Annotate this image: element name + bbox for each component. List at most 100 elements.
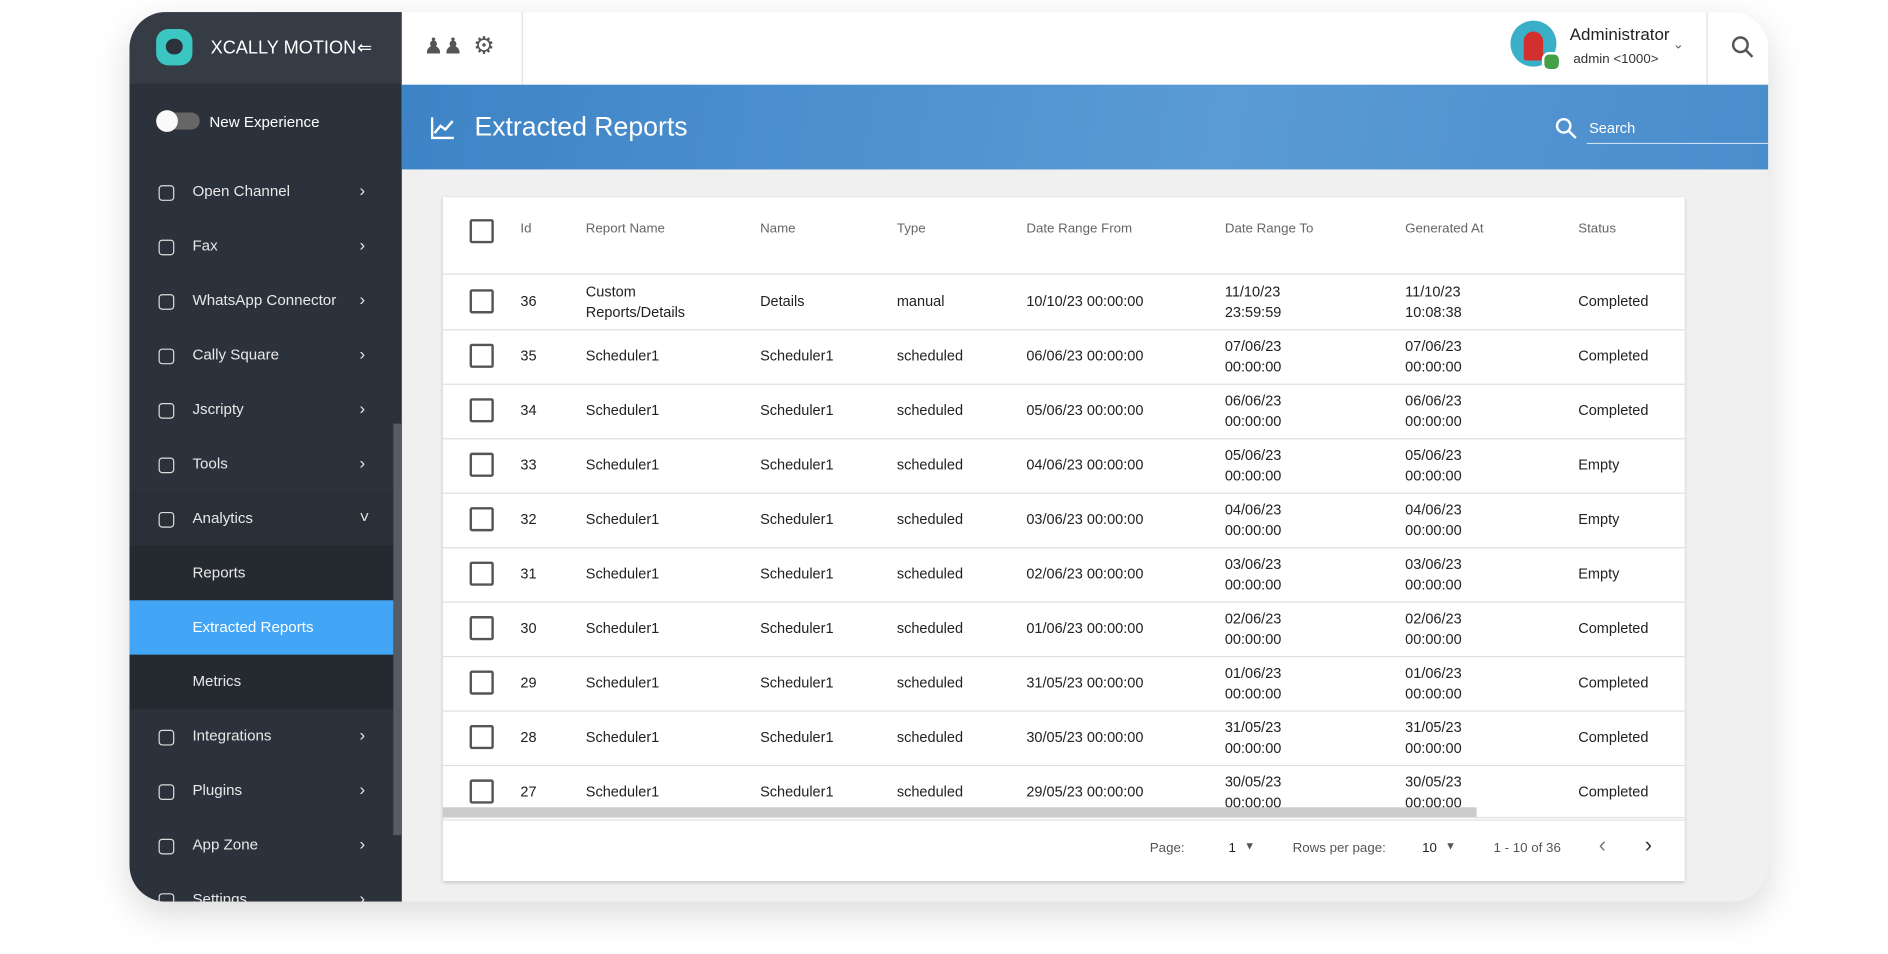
search-icon[interactable] <box>1731 35 1755 59</box>
cell: 02/06/23 00:00:00 <box>1405 602 1490 656</box>
menu-label: Integrations <box>192 727 272 745</box>
cell-text: 06/06/23 00:00:00 <box>1026 347 1144 365</box>
table-row: 34 Scheduler1 Scheduler1 scheduled 05/06/23 … <box>442 384 1685 440</box>
cell-text: Scheduler1 <box>760 456 834 474</box>
chevron: › <box>359 779 366 799</box>
cell-text: 28 <box>520 728 537 746</box>
table-row: 35 Scheduler1 Scheduler1 scheduled 06/06/23 … <box>442 329 1685 385</box>
cell: 05/06/23 00:00:00 <box>1026 384 1208 438</box>
next-page[interactable]: › <box>1644 832 1653 857</box>
cell: 31/05/23 00:00:00 <box>1225 710 1310 764</box>
cell-text: 05/06/23 00:00:00 <box>1026 401 1144 419</box>
cell: 30/05/23 00:00:00 <box>1405 765 1490 819</box>
submenu-item[interactable]: Extracted Reports <box>129 600 394 655</box>
search-icon <box>1555 118 1577 139</box>
menu-item[interactable]: Open Channel › <box>130 165 394 219</box>
row-checkbox[interactable] <box>469 507 494 532</box>
cell-text: 30/05/23 00:00:00 <box>1405 772 1462 811</box>
row-checkbox[interactable] <box>469 616 494 641</box>
submenu-label: Metrics <box>192 672 242 690</box>
cell-text: Empty <box>1578 565 1620 583</box>
brand: XCALLY MOTION <box>210 37 357 59</box>
column-header: Date Range To <box>1224 221 1314 237</box>
cell: 01/06/23 00:00:00 <box>1026 602 1208 656</box>
row-checkbox[interactable] <box>469 670 494 695</box>
cell: Completed <box>1578 710 1675 764</box>
menu-label: Fax <box>192 237 218 255</box>
row-checkbox[interactable] <box>469 289 494 314</box>
settings-icon[interactable]: ⚙ <box>473 32 495 60</box>
chevron: › <box>359 833 366 854</box>
cell-text: Completed <box>1578 674 1649 692</box>
window: XCALLY MOTION ⇐ New Experience Open Chan… <box>129 12 1769 902</box>
search-input[interactable]: Search <box>1586 109 1769 145</box>
column-header: Date Range From <box>1026 221 1133 237</box>
cell: Scheduler1 <box>760 765 881 819</box>
submenu-item[interactable]: Metrics <box>129 654 394 710</box>
chevron: › <box>359 343 366 364</box>
submenu-item[interactable]: Reports <box>129 545 394 601</box>
cell: Scheduler1 <box>586 710 719 764</box>
cell: 05/06/23 00:00:00 <box>1405 438 1490 492</box>
menu-item[interactable]: App Zone › <box>130 818 394 872</box>
cell-text: 03/06/23 00:00:00 <box>1224 554 1282 593</box>
menu-item[interactable]: Jscripty › <box>130 382 394 436</box>
cell: Scheduler1 <box>586 656 719 710</box>
submenu-label: Extracted Reports <box>192 618 314 636</box>
cell: Scheduler1 <box>586 602 719 656</box>
menu-item[interactable]: Cally Square › <box>130 328 394 382</box>
row-checkbox[interactable] <box>469 561 494 586</box>
cell: scheduled <box>897 493 1018 547</box>
cell-text: 05/06/23 00:00:00 <box>1405 445 1462 484</box>
menu-item[interactable]: Tools › <box>130 437 394 491</box>
cell: 03/06/23 00:00:00 <box>1405 547 1490 601</box>
column-header: Generated At <box>1405 221 1484 237</box>
cell-text: Scheduler1 <box>760 510 834 528</box>
row-checkbox[interactable] <box>469 398 494 423</box>
row-checkbox[interactable] <box>469 343 494 368</box>
cell-text: 30/05/23 00:00:00 <box>1224 772 1282 811</box>
chevron: › <box>359 888 366 902</box>
row-checkbox[interactable] <box>469 724 494 750</box>
cell: Custom Reports/Details <box>586 275 719 329</box>
row-checkbox[interactable] <box>469 779 494 804</box>
cell-text: Custom Reports/Details <box>585 282 686 321</box>
menu-item[interactable]: Analytics ˅ <box>129 491 394 546</box>
cell: 07/06/23 00:00:00 <box>1225 329 1310 383</box>
cell-text: scheduled <box>896 728 964 746</box>
cell: 31/05/23 00:00:00 <box>1026 656 1208 710</box>
cell: Scheduler1 <box>760 438 881 492</box>
cell: Scheduler1 <box>586 329 719 383</box>
menu-item[interactable]: Settings › <box>130 873 394 902</box>
cell: 02/06/23 00:00:00 <box>1026 547 1208 601</box>
people-icon[interactable]: ♟♟ <box>423 33 463 59</box>
cell-text: Scheduler1 <box>585 456 660 474</box>
select-all[interactable] <box>469 219 494 244</box>
cell: Scheduler1 <box>760 602 881 656</box>
menu-item[interactable]: Plugins › <box>130 764 394 818</box>
user-caret[interactable]: ⌄ <box>1672 37 1684 53</box>
cell: Details <box>760 275 881 329</box>
menu-item[interactable]: Fax › <box>130 219 394 273</box>
row-checkbox[interactable] <box>469 452 494 477</box>
cell: 01/06/23 00:00:00 <box>1225 656 1310 710</box>
menu-item[interactable]: Integrations › <box>130 709 394 763</box>
avatar-figure <box>1523 31 1544 61</box>
prev-page[interactable]: ‹ <box>1598 832 1607 857</box>
cell-text: 29/05/23 00:00:00 <box>1026 783 1144 801</box>
cell: scheduled <box>897 602 1018 656</box>
menu-item[interactable]: WhatsApp Connector › <box>130 274 394 328</box>
page-select[interactable]: 1 <box>1228 841 1236 856</box>
menu-icon <box>158 511 175 528</box>
cell-text: 04/06/23 00:00:00 <box>1026 456 1144 474</box>
collapse-icon[interactable]: ⇐ <box>357 37 373 59</box>
cell: Scheduler1 <box>586 765 719 819</box>
column-header: Name <box>760 221 796 237</box>
rows-select[interactable]: 10 <box>1422 841 1437 856</box>
status-dot <box>1541 52 1562 72</box>
cell-text: 05/06/23 00:00:00 <box>1224 445 1282 484</box>
toggle[interactable] <box>156 110 200 132</box>
cell: Empty <box>1578 547 1675 601</box>
divider <box>1706 12 1708 85</box>
avatar[interactable] <box>1510 20 1562 72</box>
